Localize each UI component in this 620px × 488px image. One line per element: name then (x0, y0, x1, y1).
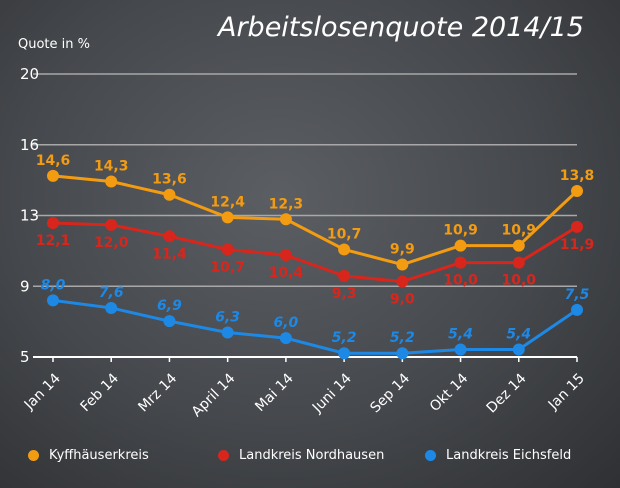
x-tick-label: Okt 14 (427, 370, 472, 415)
data-point (571, 184, 583, 197)
data-label: 9,9 (390, 242, 415, 258)
legend-marker (218, 450, 229, 461)
data-label: 13,8 (560, 168, 595, 184)
y-tick-label: 9 (20, 277, 30, 295)
data-label: 10,7 (210, 259, 245, 275)
chart-title: Arbeitslosenquote 2014/15 (217, 12, 584, 43)
data-point (47, 169, 59, 182)
data-label: 11,9 (560, 237, 595, 253)
data-point (338, 269, 351, 282)
data-point (221, 211, 234, 224)
legend-label: Kyffhäuserkreis (49, 448, 149, 463)
legend-item-nordhausen: Landkreis Nordhausen (218, 448, 384, 463)
data-point (163, 188, 176, 201)
data-label: 12,0 (94, 235, 129, 251)
data-point (221, 243, 234, 256)
data-label: 13,6 (152, 172, 187, 188)
legend-label: Landkreis Nordhausen (239, 448, 385, 463)
legend-item-kyffhaeuserkreis: Kyffhäuserkreis (28, 448, 149, 463)
series-line (52, 298, 578, 355)
x-tick-label: Mai 14 (252, 370, 296, 414)
data-label: 6,9 (157, 298, 182, 314)
data-label: 6,3 (215, 309, 240, 325)
data-point (338, 243, 351, 256)
x-tick-label: Jan 15 (545, 371, 588, 414)
data-point (47, 217, 59, 230)
data-point (512, 256, 525, 269)
legend-item-eichsfeld: Landkreis Eichsfeld (425, 448, 571, 463)
data-point (221, 326, 234, 339)
data-label: 12,4 (210, 194, 245, 210)
data-point (396, 347, 409, 360)
data-point (396, 258, 409, 271)
data-label: 10,9 (443, 223, 478, 239)
data-point (279, 213, 292, 226)
data-label: 10,4 (269, 265, 304, 281)
data-label: 7,6 (99, 285, 124, 301)
data-point (512, 343, 525, 356)
data-label: 8,0 (41, 277, 66, 293)
data-label: 10,0 (502, 273, 537, 289)
data-point (512, 239, 525, 252)
x-tick-label: Mrz 14 (135, 370, 180, 415)
data-point (396, 275, 409, 288)
x-tick-label: Juni 14 (309, 370, 355, 416)
y-tick-label: 20 (20, 65, 39, 83)
data-point (47, 294, 59, 307)
data-label: 12,1 (36, 233, 71, 249)
data-label: 9,0 (390, 292, 415, 308)
data-point (454, 239, 467, 252)
data-point (163, 230, 176, 243)
x-tick-label: Feb 14 (77, 370, 122, 415)
data-label: 14,3 (94, 159, 129, 175)
data-label: 5,2 (390, 330, 415, 346)
data-label: 10,9 (502, 223, 537, 239)
legend-label: Landkreis Eichsfeld (446, 448, 572, 463)
data-label: 5,4 (448, 326, 473, 342)
data-point (163, 315, 176, 328)
x-tick-label: April 14 (189, 370, 239, 420)
y-tick-label: 13 (20, 207, 39, 225)
x-tick-label: Sep 14 (367, 370, 413, 416)
data-point (454, 256, 467, 269)
data-point (338, 347, 351, 360)
series-line (52, 174, 579, 267)
data-label: 5,2 (332, 330, 357, 346)
data-point (105, 218, 118, 231)
data-label: 7,5 (565, 287, 590, 303)
data-point (279, 249, 292, 262)
data-point (571, 220, 583, 233)
data-label: 11,4 (152, 246, 187, 262)
data-point (571, 303, 583, 316)
data-label: 9,3 (332, 286, 357, 302)
data-label: 14,6 (36, 153, 71, 169)
data-label: 5,4 (506, 326, 531, 342)
y-tick-label: 5 (20, 348, 30, 366)
data-point (105, 175, 118, 188)
data-label: 12,3 (269, 196, 304, 212)
legend-marker (28, 450, 39, 461)
data-point (105, 301, 118, 314)
data-point (279, 332, 292, 345)
data-label: 10,0 (443, 273, 478, 289)
y-axis-label: Quote in % (18, 37, 90, 52)
data-label: 10,7 (327, 226, 362, 242)
x-tick-label: Jan 14 (21, 370, 64, 413)
x-tick-label: Dez 14 (484, 370, 530, 416)
data-label: 6,0 (273, 315, 298, 331)
series-line (52, 221, 578, 284)
y-tick-label: 16 (20, 136, 39, 154)
legend-marker (425, 450, 436, 461)
data-point (454, 343, 467, 356)
